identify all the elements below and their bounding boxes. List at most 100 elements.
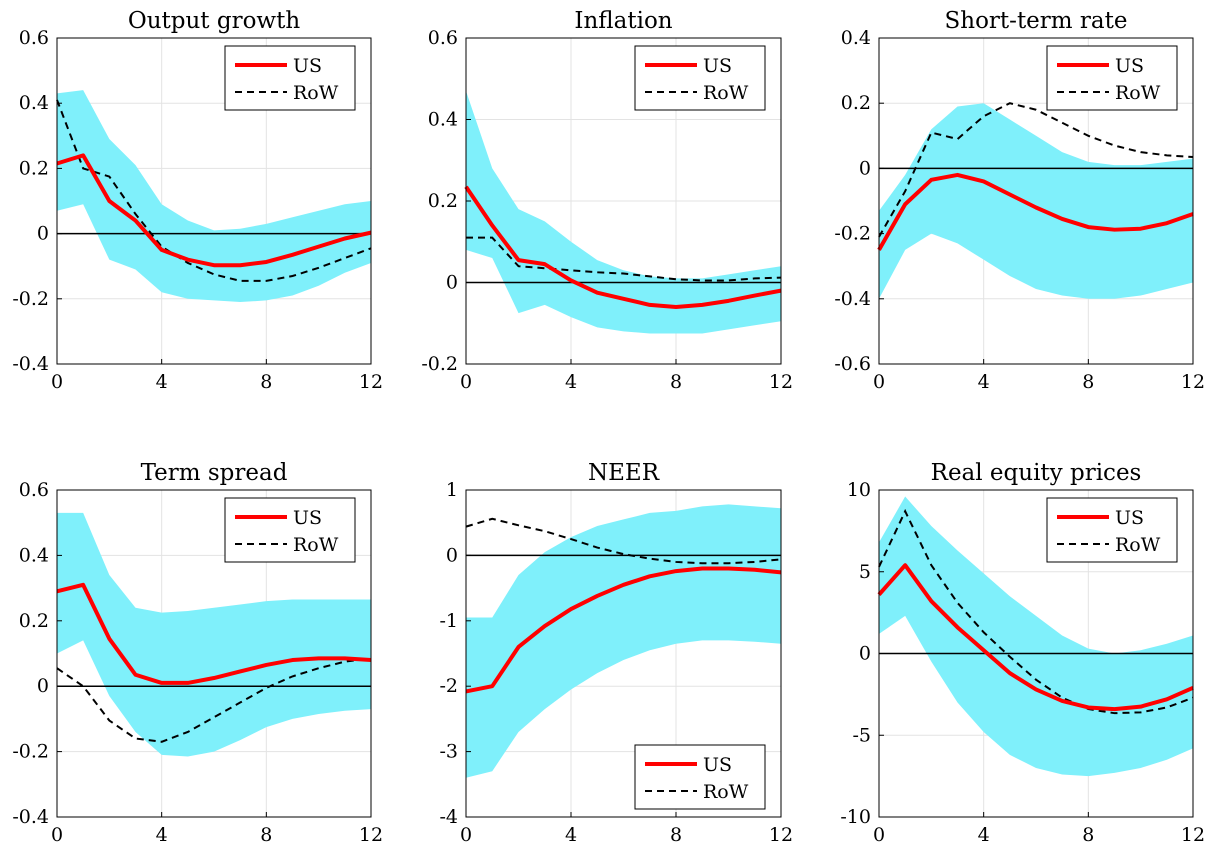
y-tick-label: 0: [446, 544, 458, 566]
chart-panel-5: 0 4 8 12 -4 -3 -2 -1 0 1 NEER US RoW: [439, 460, 793, 846]
x-tick-label: 0: [873, 824, 885, 846]
y-tick-label: 0.6: [19, 27, 49, 49]
series-us-line: [464, 185, 782, 309]
series-us-line: [56, 582, 372, 685]
axes-frame: [56, 489, 372, 818]
legend-us-label: US: [703, 754, 732, 776]
x-tick-label: 4: [978, 371, 990, 393]
y-tick-label: -0.2: [834, 223, 871, 245]
series-row-line: [466, 236, 782, 282]
axes-frame: [878, 37, 1194, 365]
legend-box: [224, 497, 356, 563]
x-tick-label: 0: [460, 371, 472, 393]
panel-title: Term spread: [141, 460, 288, 486]
series-us-line: [465, 566, 782, 694]
legend-box: [634, 744, 766, 810]
legend-us-label: US: [293, 55, 322, 77]
x-tick-label: 4: [156, 371, 168, 393]
legend-us-label: US: [1115, 507, 1144, 529]
y-tick-label: 0: [859, 643, 871, 665]
chart-panel-1: 0 4 8 12 -0.4 -0.2 0 0.2 0.4 0.6 Output growth US Ro…: [12, 8, 383, 393]
x-tick-label: 4: [565, 824, 577, 846]
legend: US RoW: [224, 45, 356, 111]
y-tick-label: 0: [446, 272, 458, 294]
legend-box: [1046, 497, 1178, 563]
y-tick-label: -0.4: [12, 353, 49, 375]
x-tick-label: 0: [873, 371, 885, 393]
y-tick-label: 0.2: [841, 92, 871, 114]
y-tick-label: 0.4: [841, 27, 871, 49]
y-tick-label: 0.2: [19, 610, 49, 632]
legend: US RoW: [634, 744, 766, 810]
legend-box: [1046, 45, 1178, 111]
x-tick-label: 8: [670, 824, 682, 846]
legend-row-label: RoW: [703, 82, 749, 104]
y-tick-label: 0.4: [19, 92, 49, 114]
y-tick-label: -2: [439, 675, 458, 697]
y-tick-label: -3: [439, 741, 458, 763]
x-tick-label: 4: [565, 371, 577, 393]
legend-box: [634, 45, 766, 111]
x-tick-label: 4: [156, 824, 168, 846]
legend-row-label: RoW: [703, 781, 749, 803]
x-tick-label: 8: [260, 371, 272, 393]
series-row-line: [56, 99, 372, 282]
y-tick-label: -0.2: [12, 741, 49, 763]
axes-frame: [465, 489, 782, 818]
confidence-band: [57, 512, 371, 757]
chart-panel-3: 0 4 8 12 -0.6 -0.4 -0.2 0 0.2 0.4 Short-term rate U…: [834, 8, 1205, 393]
panel-title: Short-term rate: [945, 8, 1128, 34]
y-tick-label: -10: [840, 806, 871, 828]
x-tick-label: 0: [51, 824, 63, 846]
series-row-line: [56, 657, 372, 743]
x-tick-label: 12: [359, 371, 383, 393]
y-tick-label: 5: [859, 561, 871, 583]
legend: US RoW: [1046, 45, 1178, 111]
legend-row-label: RoW: [1115, 534, 1161, 556]
legend-row-label: RoW: [1115, 82, 1161, 104]
y-tick-label: -5: [852, 724, 871, 746]
y-tick-label: -0.6: [834, 353, 871, 375]
series-us-line: [56, 153, 372, 268]
y-tick-label: 0.4: [428, 109, 458, 131]
y-tick-label: -0.2: [421, 353, 458, 375]
confidence-band: [466, 504, 781, 778]
x-tick-label: 8: [1082, 371, 1094, 393]
legend-us-label: US: [703, 55, 732, 77]
y-tick-label: 0: [859, 157, 871, 179]
x-tick-label: 8: [1082, 824, 1094, 846]
series-row-line: [878, 102, 1194, 238]
x-tick-label: 12: [1181, 824, 1205, 846]
y-tick-label: 0: [37, 675, 49, 697]
x-tick-label: 12: [769, 824, 793, 846]
confidence-band: [466, 90, 781, 334]
legend: US RoW: [634, 45, 766, 111]
legend: US RoW: [224, 497, 356, 563]
confidence-band: [879, 496, 1193, 777]
y-tick-label: 0: [37, 223, 49, 245]
panel-title: Real equity prices: [931, 460, 1142, 486]
y-tick-label: -1: [439, 610, 458, 632]
confidence-band: [57, 90, 371, 303]
x-tick-label: 0: [460, 824, 472, 846]
y-tick-label: 10: [847, 479, 871, 501]
series-row-line: [465, 517, 782, 565]
y-tick-label: -0.4: [834, 288, 871, 310]
chart-panel-6: 0 4 8 12 -10 -5 0 5 10 Real equity prices US RoW: [840, 460, 1205, 846]
y-tick-label: 0.4: [19, 544, 49, 566]
x-tick-label: 12: [359, 824, 383, 846]
x-tick-label: 8: [670, 371, 682, 393]
panel-title: NEER: [588, 460, 660, 486]
panel-title: Output growth: [128, 8, 300, 34]
legend-us-label: US: [1115, 55, 1144, 77]
x-tick-label: 0: [51, 371, 63, 393]
axes-frame: [56, 37, 372, 365]
legend-box: [224, 45, 356, 111]
y-tick-label: 0.6: [428, 27, 458, 49]
legend-us-label: US: [293, 507, 322, 529]
legend-row-label: RoW: [293, 82, 339, 104]
legend-row-label: RoW: [293, 534, 339, 556]
